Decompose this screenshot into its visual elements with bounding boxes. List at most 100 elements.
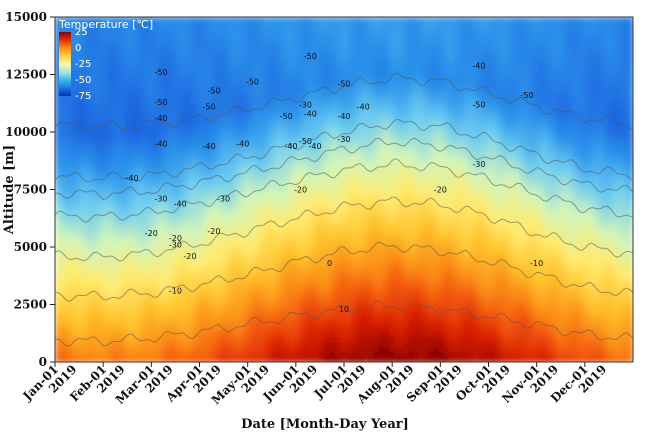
heatmap-cell bbox=[378, 243, 385, 250]
heatmap-cell bbox=[149, 150, 156, 156]
heatmap-cell bbox=[89, 342, 96, 348]
heatmap-cell bbox=[324, 174, 330, 181]
heatmap-cell bbox=[314, 194, 320, 201]
heatmap-cell bbox=[99, 307, 106, 314]
heatmap-cell bbox=[329, 204, 335, 210]
heatmap-cell bbox=[129, 293, 136, 299]
heatmap-cell bbox=[383, 46, 390, 53]
heatmap-cell bbox=[299, 26, 305, 33]
heatmap-cell bbox=[383, 312, 390, 319]
heatmap-cell bbox=[134, 278, 141, 284]
heatmap-cell bbox=[329, 293, 335, 299]
heatmap-cell bbox=[124, 105, 131, 112]
heatmap-cell bbox=[344, 283, 350, 289]
heatmap-cell bbox=[383, 263, 390, 270]
heatmap-cell bbox=[358, 312, 365, 319]
heatmap-cell bbox=[194, 51, 201, 58]
heatmap-cell bbox=[294, 219, 300, 225]
heatmap-cell bbox=[94, 164, 101, 171]
heatmap-cell bbox=[104, 327, 111, 334]
heatmap-cell bbox=[324, 243, 330, 250]
heatmap-cell bbox=[264, 233, 270, 240]
heatmap-cell bbox=[279, 312, 285, 319]
heatmap-cell bbox=[234, 214, 241, 220]
heatmap-cell bbox=[199, 81, 206, 87]
heatmap-cell bbox=[114, 312, 121, 319]
heatmap-cell bbox=[319, 100, 325, 107]
heatmap-cell bbox=[383, 105, 390, 112]
heatmap-cell bbox=[403, 194, 410, 201]
heatmap-cell bbox=[254, 312, 260, 319]
heatmap-cell bbox=[59, 155, 66, 161]
heatmap-cell bbox=[94, 317, 101, 324]
heatmap-cell bbox=[169, 332, 176, 339]
heatmap-cell bbox=[373, 66, 380, 72]
heatmap-cell bbox=[279, 90, 285, 97]
heatmap-cell bbox=[59, 26, 66, 33]
heatmap-cell bbox=[94, 293, 101, 299]
heatmap-cell bbox=[393, 145, 400, 151]
heatmap-cell bbox=[314, 51, 320, 58]
heatmap-cell bbox=[179, 36, 186, 43]
heatmap-cell bbox=[239, 293, 246, 299]
heatmap-cell bbox=[398, 209, 405, 215]
heatmap-cell bbox=[209, 297, 216, 304]
heatmap-cell bbox=[69, 332, 76, 339]
heatmap-cell bbox=[304, 159, 310, 166]
heatmap-cell bbox=[378, 273, 385, 279]
heatmap-cell bbox=[319, 179, 325, 186]
heatmap-cell bbox=[194, 312, 201, 319]
heatmap-cell bbox=[129, 224, 136, 230]
heatmap-cell bbox=[353, 179, 360, 186]
heatmap-cell bbox=[124, 179, 131, 186]
heatmap-cell bbox=[124, 209, 131, 215]
heatmap-cell bbox=[289, 219, 295, 225]
heatmap-cell bbox=[329, 179, 335, 186]
heatmap-cell bbox=[289, 312, 295, 319]
heatmap-cell bbox=[89, 273, 96, 279]
heatmap-cell bbox=[339, 164, 345, 171]
heatmap-cell bbox=[64, 21, 71, 28]
heatmap-cell bbox=[55, 41, 61, 48]
heatmap-cell bbox=[353, 184, 360, 191]
heatmap-cell bbox=[269, 125, 275, 132]
heatmap-cell bbox=[184, 130, 191, 136]
heatmap-cell bbox=[89, 194, 96, 201]
heatmap-cell bbox=[119, 115, 126, 122]
heatmap-cell bbox=[149, 120, 156, 127]
heatmap-cell bbox=[144, 288, 151, 294]
heatmap-cell bbox=[363, 194, 370, 201]
heatmap-cell bbox=[114, 125, 121, 132]
heatmap-cell bbox=[334, 61, 340, 67]
heatmap-cell bbox=[199, 105, 206, 112]
heatmap-cell bbox=[204, 140, 211, 146]
heatmap-cell bbox=[309, 347, 315, 353]
heatmap-cell bbox=[334, 357, 340, 362]
heatmap-cell bbox=[59, 243, 66, 250]
heatmap-cell bbox=[274, 130, 280, 136]
heatmap-cell bbox=[59, 150, 66, 156]
heatmap-cell bbox=[159, 56, 166, 63]
heatmap-cell bbox=[239, 100, 246, 107]
heatmap-cell bbox=[319, 273, 325, 279]
heatmap-cell bbox=[209, 278, 216, 284]
heatmap-cell bbox=[184, 26, 191, 33]
heatmap-cell bbox=[199, 268, 206, 274]
heatmap-cell bbox=[344, 71, 350, 77]
heatmap-cell bbox=[304, 312, 310, 319]
heatmap-cell bbox=[269, 194, 275, 201]
heatmap-cell bbox=[69, 56, 76, 63]
heatmap-cell bbox=[224, 307, 231, 314]
heatmap-cell bbox=[249, 214, 256, 220]
heatmap-cell bbox=[403, 347, 410, 353]
heatmap-cell bbox=[239, 86, 246, 92]
heatmap-cell bbox=[309, 238, 315, 245]
heatmap-cell bbox=[194, 297, 201, 304]
heatmap-cell bbox=[299, 224, 305, 230]
heatmap-cell bbox=[124, 243, 131, 250]
heatmap-cell bbox=[159, 347, 166, 353]
heatmap-cell bbox=[99, 46, 106, 53]
heatmap-cell bbox=[59, 130, 66, 136]
heatmap-cell bbox=[363, 342, 370, 348]
heatmap-cell bbox=[363, 224, 370, 230]
